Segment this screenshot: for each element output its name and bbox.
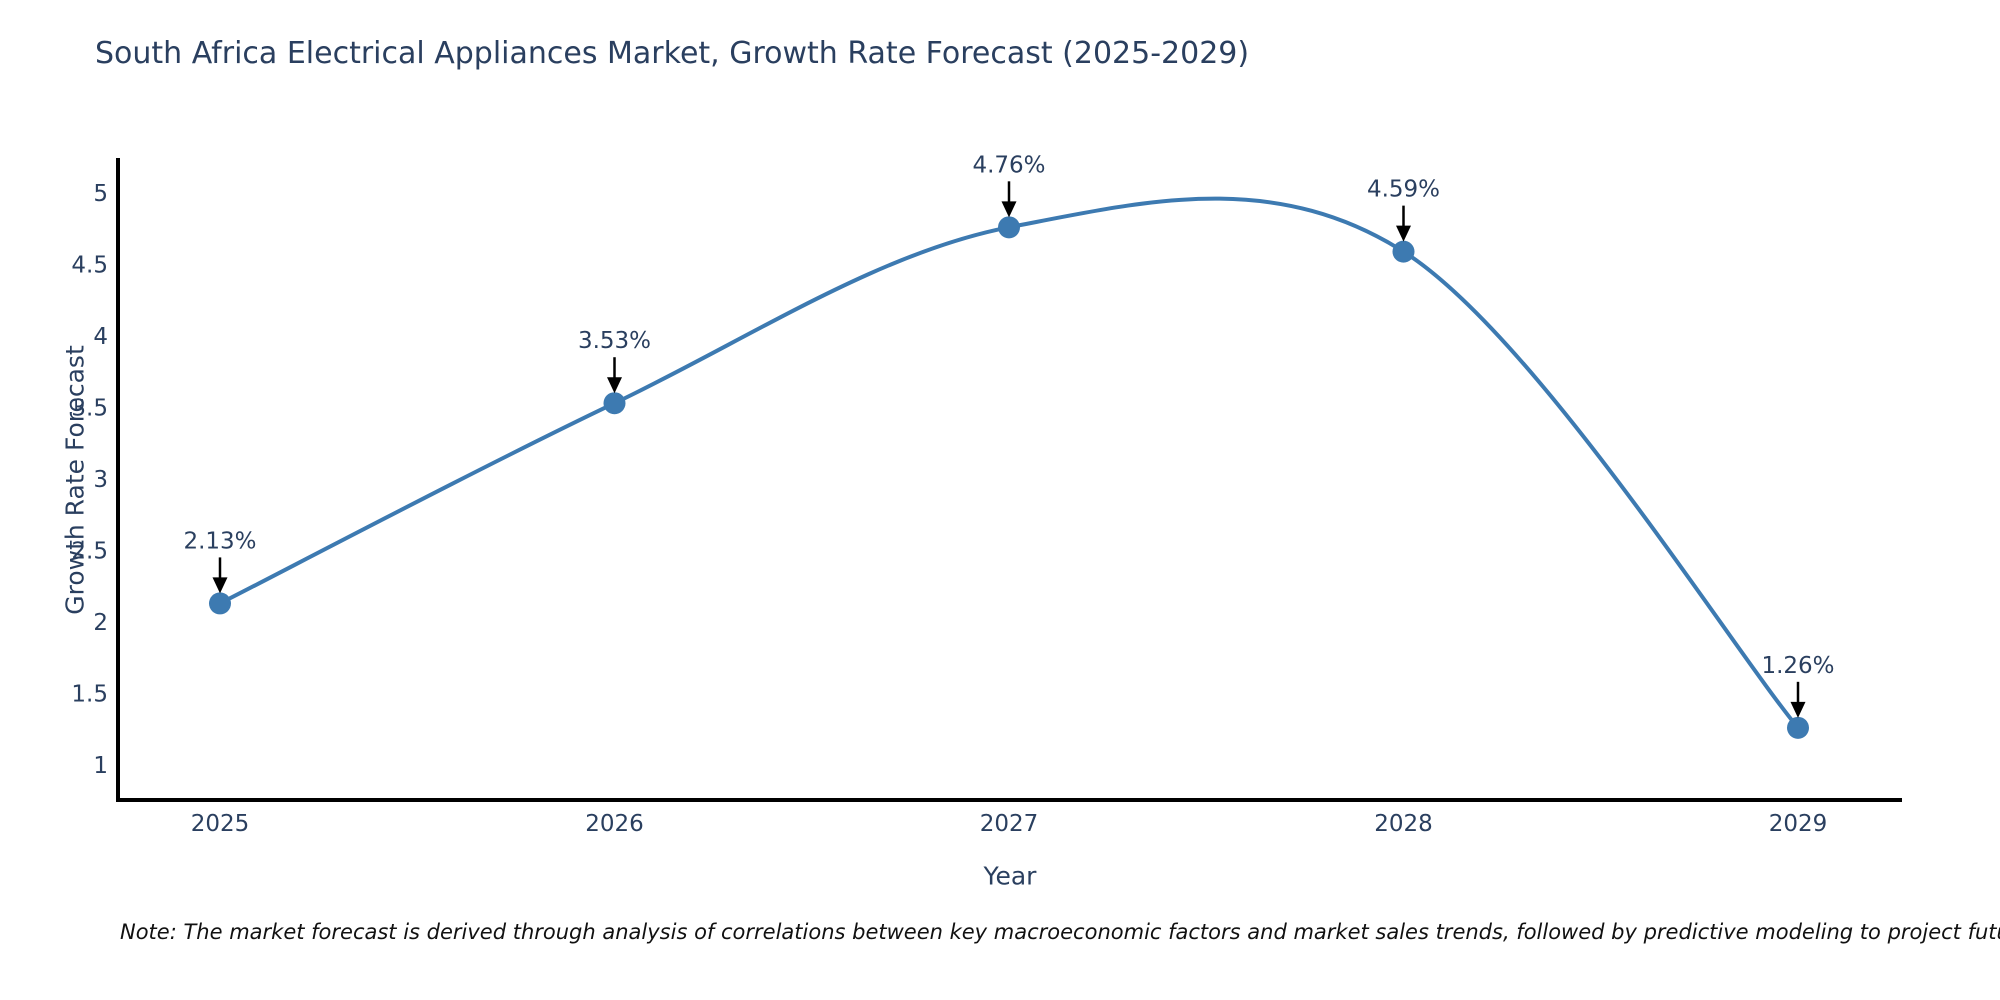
x-tick-label: 2025	[191, 811, 250, 837]
data-point-marker	[209, 592, 231, 615]
point-annotation-label: 1.26%	[1761, 653, 1834, 679]
y-tick-label: 5	[93, 181, 108, 207]
y-tick-label: 1	[93, 753, 108, 779]
annotation-arrowhead-icon	[607, 377, 622, 394]
x-tick-label: 2029	[1769, 811, 1828, 837]
data-point-marker	[603, 392, 626, 415]
y-tick-label: 1.5	[71, 682, 108, 708]
annotation-arrowhead-icon	[1396, 225, 1411, 242]
axis-spines	[116, 158, 1902, 802]
forecast-line	[218, 196, 1800, 730]
y-tick-label: 2.5	[71, 539, 108, 565]
point-annotation-label: 3.53%	[578, 328, 651, 354]
footnote: Note: The market forecast is derived thr…	[120, 920, 2000, 944]
annotation-arrowhead-icon	[1790, 701, 1806, 718]
data-point-marker	[1787, 716, 1809, 739]
y-tick-label: 4	[93, 324, 108, 350]
point-annotation-label: 4.76%	[972, 152, 1045, 178]
point-annotation-label: 2.13%	[183, 528, 256, 554]
y-axis-title: Growth Rate Forecast	[60, 345, 90, 615]
x-tick-label: 2027	[980, 811, 1039, 837]
y-tick-label: 2	[93, 610, 108, 636]
y-tick-label: 3.5	[71, 396, 108, 422]
x-tick-label: 2026	[585, 811, 644, 837]
y-tick-label: 3	[93, 467, 108, 493]
y-tick-label: 4.5	[71, 253, 108, 279]
data-point-marker	[998, 216, 1020, 239]
annotation-arrowhead-icon	[1001, 201, 1017, 218]
x-tick-label: 2028	[1374, 811, 1433, 837]
data-point-marker	[1392, 240, 1415, 263]
point-annotation-label: 4.59%	[1367, 177, 1440, 203]
annotation-arrowhead-icon	[212, 577, 228, 594]
chart-title: South Africa Electrical Appliances Marke…	[95, 36, 1250, 71]
x-axis-title: Year	[983, 861, 1037, 891]
